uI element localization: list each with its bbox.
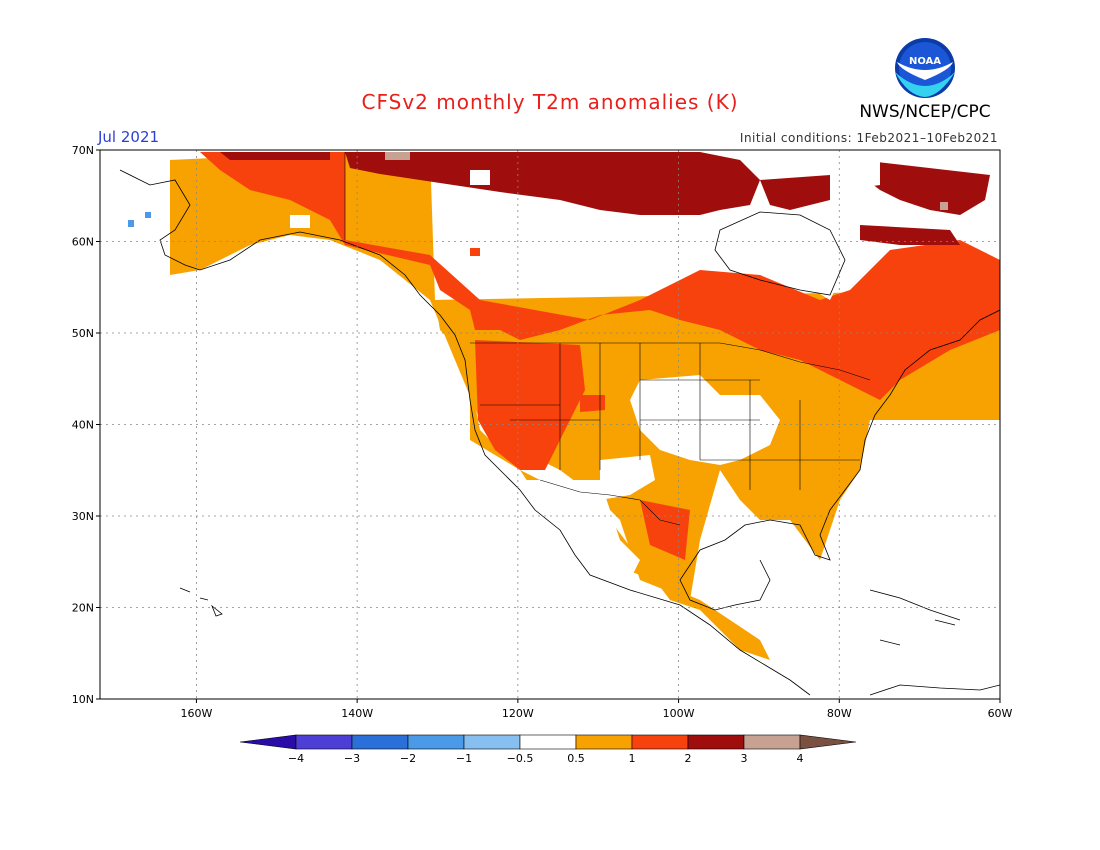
legend-swatch xyxy=(351,734,409,750)
logo-text: NOAA xyxy=(909,56,941,67)
legend-label: 3 xyxy=(741,752,748,765)
color-legend: −4 −3 −2 −1 −0.5 0.5 1 2 3 4 xyxy=(239,734,857,765)
legend-label: −0.5 xyxy=(507,752,534,765)
legend-label: −3 xyxy=(344,752,360,765)
cool-cells xyxy=(128,212,151,227)
lat-label: 20N xyxy=(72,602,94,615)
legend-label: −2 xyxy=(400,752,416,765)
legend-label: 4 xyxy=(797,752,804,765)
latitude-labels: 10N 20N 30N 40N 50N 60N 70N xyxy=(72,144,100,706)
legend-swatch xyxy=(519,734,577,750)
legend-label: 2 xyxy=(685,752,692,765)
boundaries xyxy=(344,152,871,526)
lat-label: 70N xyxy=(72,144,94,157)
noaa-logo: NOAA xyxy=(895,38,955,98)
valid-month-label: Jul 2021 xyxy=(98,128,160,146)
coastlines xyxy=(119,169,1000,696)
lat-label: 60N xyxy=(72,236,94,249)
legend-label: 0.5 xyxy=(567,752,585,765)
chart-title: CFSv2 monthly T2m anomalies (K) xyxy=(361,90,739,114)
lon-label: 60W xyxy=(988,707,1013,720)
longitude-labels: 160W 140W 120W 100W 80W 60W xyxy=(180,699,1013,720)
initial-conditions-label: Initial conditions: 1Feb2021–10Feb2021 xyxy=(739,131,998,145)
legend-swatch xyxy=(575,734,633,750)
legend-swatch xyxy=(743,734,801,750)
gridlines xyxy=(100,150,1000,699)
lon-label: 120W xyxy=(502,707,534,720)
legend-swatch xyxy=(687,734,745,750)
lat-label: 30N xyxy=(72,510,94,523)
legend-swatch-high-arrow xyxy=(799,734,857,750)
anomaly-band-3-4 xyxy=(385,152,948,210)
legend-swatch xyxy=(631,734,689,750)
lat-label: 40N xyxy=(72,419,94,432)
lon-label: 100W xyxy=(663,707,695,720)
lat-label: 10N xyxy=(72,693,94,706)
legend-label: −4 xyxy=(288,752,304,765)
lat-label: 50N xyxy=(72,327,94,340)
agency-label: NWS/NCEP/CPC xyxy=(859,102,991,122)
anomaly-band-2-3 xyxy=(220,152,990,245)
legend-label: −1 xyxy=(456,752,472,765)
lon-label: 140W xyxy=(341,707,373,720)
legend-label: 1 xyxy=(629,752,636,765)
legend-swatch xyxy=(463,734,521,750)
legend-swatch xyxy=(407,734,465,750)
lon-label: 80W xyxy=(827,707,852,720)
lon-label: 160W xyxy=(180,707,212,720)
legend-swatch xyxy=(295,734,353,750)
legend-swatch-low-arrow xyxy=(239,734,297,750)
